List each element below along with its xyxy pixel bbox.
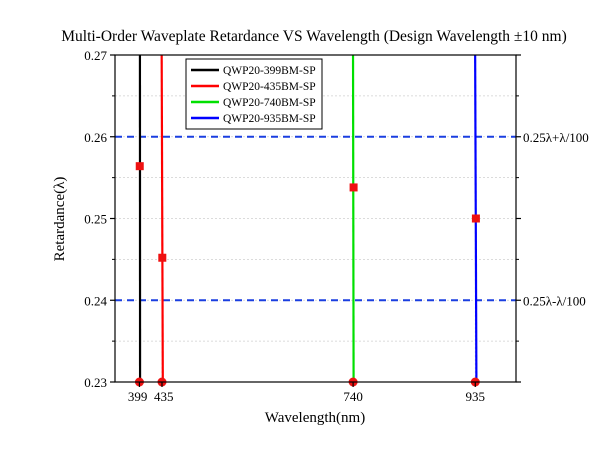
x-tick-label: 435 — [154, 389, 174, 404]
legend-label: QWP20-740BM-SP — [223, 97, 316, 109]
x-tick-label: 399 — [128, 389, 148, 404]
reference-lines: 0.25λ+λ/100 0.25λ-λ/100 — [115, 130, 589, 308]
reference-line-label: 0.25λ-λ/100 — [523, 293, 586, 308]
chart-title: Multi-Order Waveplate Retardance VS Wave… — [61, 28, 567, 45]
x-tick-label: 740 — [343, 389, 363, 404]
series-marker — [471, 214, 480, 223]
reference-line-label: 0.25λ+λ/100 — [523, 130, 589, 145]
legend-label: QWP20-399BM-SP — [223, 65, 316, 77]
series-line — [160, 54, 164, 383]
x-tick-label: 935 — [466, 389, 486, 404]
series-marker — [135, 162, 144, 171]
legend-label: QWP20-435BM-SP — [223, 81, 316, 93]
legend-label: QWP20-935BM-SP — [223, 113, 316, 125]
y-tick-label: 0.26 — [84, 130, 107, 145]
axis-ticks: 0.23 0.24 0.25 0.26 0.27 399 435 740 935 — [84, 48, 521, 404]
y-tick-label: 0.25 — [84, 212, 107, 227]
series-marker — [349, 183, 358, 192]
series-lines — [134, 54, 480, 387]
y-tick-label: 0.27 — [84, 48, 107, 63]
x-axis-label: Wavelength(nm) — [265, 410, 365, 426]
y-tick-label: 0.23 — [84, 375, 107, 390]
legend: QWP20-399BM-SP QWP20-435BM-SP QWP20-740BM-… — [185, 58, 323, 130]
y-axis-label: Retardance(λ) — [52, 177, 68, 262]
y-tick-label: 0.24 — [84, 293, 107, 308]
series-marker — [158, 253, 167, 262]
series-line — [351, 54, 355, 383]
